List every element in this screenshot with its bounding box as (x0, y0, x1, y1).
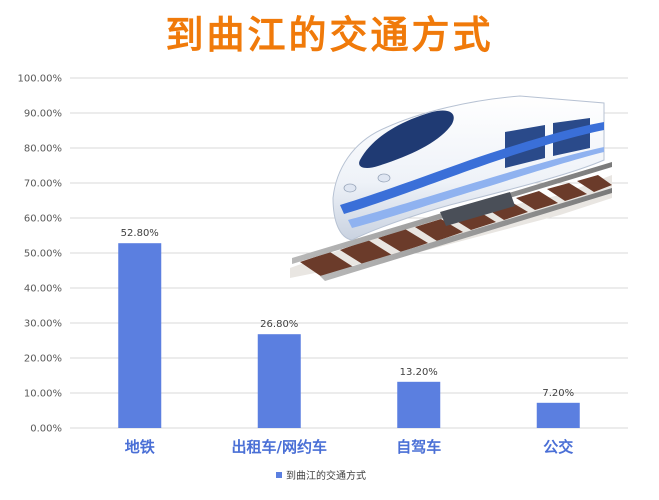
y-tick-label: 40.00% (24, 284, 62, 295)
y-tick-label: 80.00% (24, 144, 62, 155)
y-tick-label: 20.00% (24, 354, 62, 365)
bar (118, 243, 162, 428)
data-labels: 52.80% 26.80% 13.20% 7.20% (121, 228, 574, 399)
category-labels: 地铁 出租车/网约车 自驾车 公交 (125, 438, 574, 456)
legend: 到曲江的交通方式 (276, 469, 366, 482)
data-label: 52.80% (121, 228, 159, 239)
x-category-label: 地铁 (125, 438, 155, 456)
legend-swatch (276, 472, 282, 478)
bar (397, 381, 441, 428)
y-tick-label: 0.00% (30, 424, 62, 435)
bar (536, 402, 580, 428)
data-label: 13.20% (400, 367, 438, 378)
bar (257, 334, 301, 428)
y-tick-label: 10.00% (24, 389, 62, 400)
x-category-label: 出租车/网约车 (232, 438, 327, 456)
y-tick-label: 60.00% (24, 214, 62, 225)
x-category-label: 公交 (543, 438, 573, 456)
y-tick-label: 90.00% (24, 109, 62, 120)
data-label: 26.80% (260, 319, 298, 330)
chart-title: 到曲江的交通方式 (165, 13, 494, 57)
x-category-label: 自驾车 (396, 438, 441, 456)
high-speed-train-picture (290, 95, 612, 281)
y-tick-label: 50.00% (24, 249, 62, 260)
bars (118, 243, 580, 428)
data-label: 7.20% (542, 388, 574, 399)
y-tick-label: 30.00% (24, 319, 62, 330)
y-tick-label: 100.00% (18, 74, 63, 85)
y-tick-label: 70.00% (24, 179, 62, 190)
y-axis-ticks: 0.00% 10.00% 20.00% 30.00% 40.00% 50.00% 60.00… (18, 74, 63, 435)
legend-label: 到曲江的交通方式 (286, 469, 366, 482)
